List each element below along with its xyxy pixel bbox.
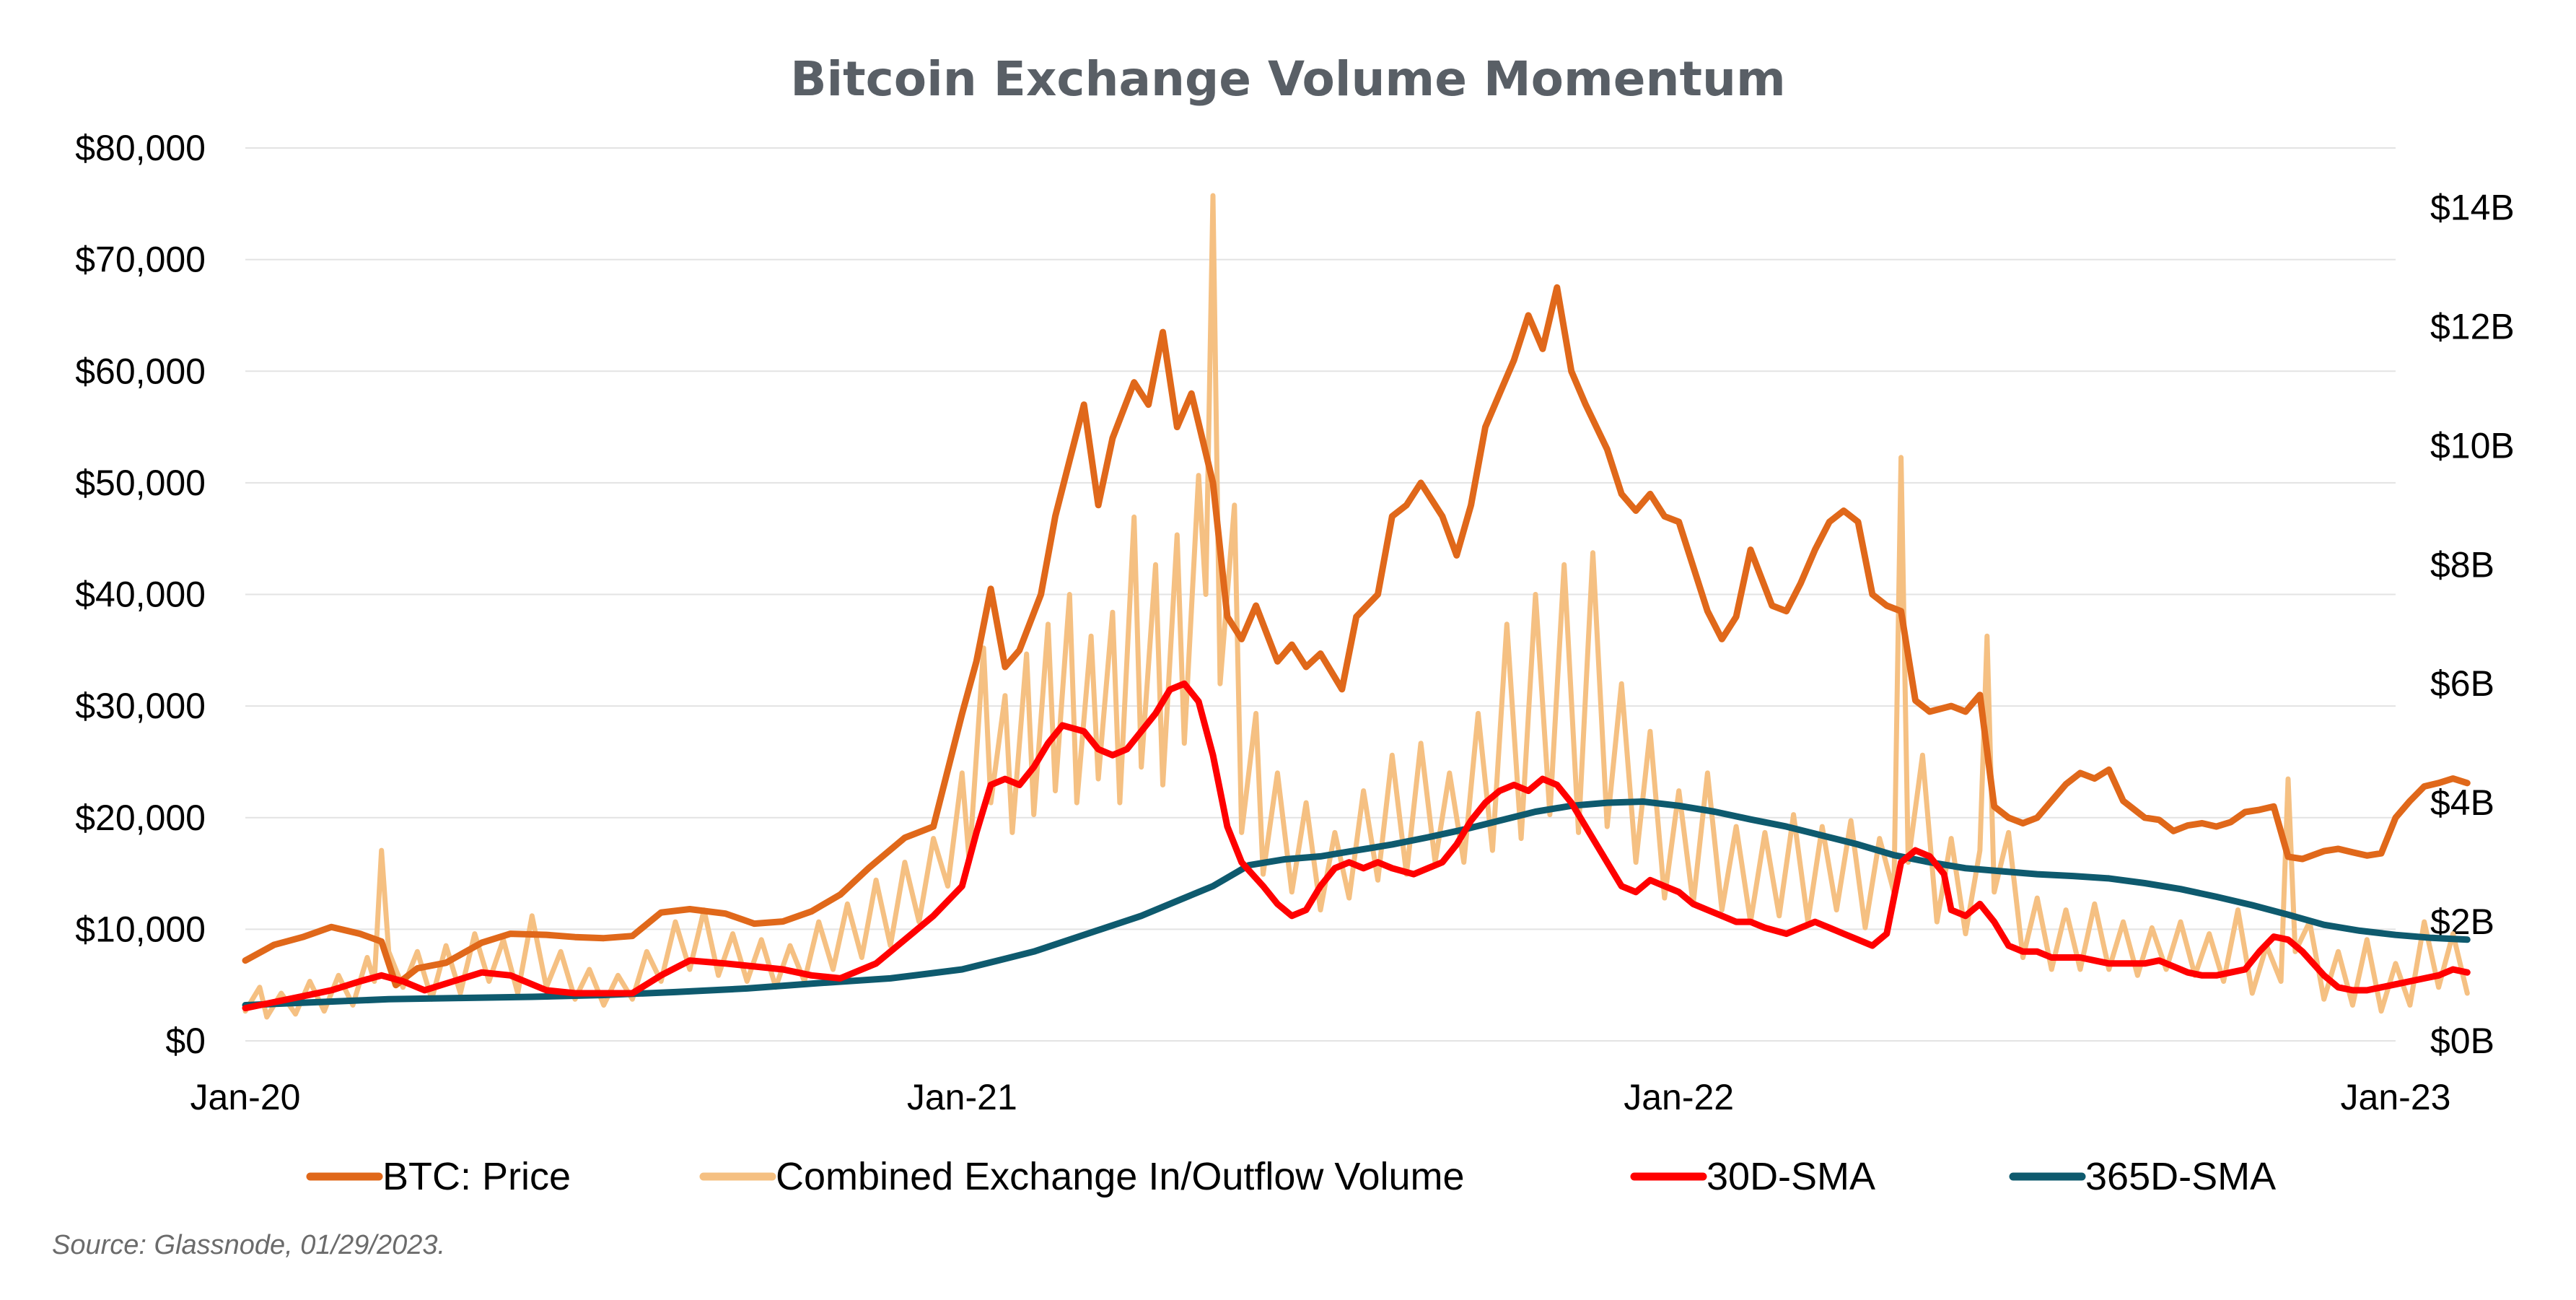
legend-label: 30D-SMA	[1707, 1155, 1875, 1198]
right-y-tick-label: $4B	[2430, 782, 2494, 823]
btc-price-line	[242, 284, 2471, 989]
legend-item-btc-price: BTC: Price	[306, 1155, 571, 1198]
x-tick-label: Jan-20	[190, 1077, 301, 1117]
legend-label: 365D-SMA	[2085, 1155, 2276, 1198]
legend-item-volume: Combined Exchange In/Outflow Volume	[699, 1155, 1465, 1198]
right-y-tick-label: $12B	[2430, 306, 2515, 346]
legend: BTC: Price Combined Exchange In/Outflow V…	[306, 1155, 2276, 1198]
exchange-volume-line	[242, 193, 2470, 1020]
legend-item-365d-sma: 365D-SMA	[2009, 1155, 2276, 1198]
left-y-tick-label: $0	[165, 1021, 206, 1061]
right-y-tick-label: $6B	[2430, 663, 2494, 704]
left-axis-tick-labels: $0 $10,000 $20,000 $30,000 $40,000 $50,000 $60…	[75, 128, 206, 1061]
left-y-tick-label: $30,000	[75, 686, 206, 726]
left-y-tick-label: $70,000	[75, 240, 206, 280]
legend-label: Combined Exchange In/Outflow Volume	[776, 1155, 1465, 1198]
source-note: Source: Glassnode, 01/29/2023.	[52, 1230, 445, 1260]
x-axis-tick-labels: Jan-20 Jan-21 Jan-22 Jan-23	[190, 1077, 2451, 1117]
left-y-tick-label: $80,000	[75, 128, 206, 168]
gridlines	[245, 147, 2396, 1042]
chart-title: Bitcoin Exchange Volume Momentum	[790, 51, 1786, 107]
left-y-tick-label: $10,000	[75, 909, 206, 949]
sma-30d-line	[242, 680, 2471, 1012]
sma-365d-line	[242, 798, 2471, 1008]
left-y-tick-label: $40,000	[75, 575, 206, 615]
right-y-tick-label: $8B	[2430, 544, 2494, 585]
left-y-tick-label: $60,000	[75, 351, 206, 391]
x-tick-label: Jan-21	[907, 1077, 1017, 1117]
left-y-tick-label: $20,000	[75, 798, 206, 838]
legend-item-30d-sma: 30D-SMA	[1630, 1155, 1875, 1198]
left-y-tick-label: $50,000	[75, 463, 206, 503]
right-y-tick-label: $10B	[2430, 425, 2515, 466]
series-lines	[242, 193, 2471, 1020]
right-y-tick-label: $14B	[2430, 187, 2515, 227]
legend-label: BTC: Price	[382, 1155, 571, 1198]
right-y-tick-label: $0B	[2430, 1021, 2494, 1061]
x-tick-label: Jan-22	[1624, 1077, 1734, 1117]
right-axis-tick-labels: $0B$2B$4B$6B$8B$10B$12B$14B	[2430, 187, 2515, 1061]
x-tick-label: Jan-23	[2341, 1077, 2451, 1117]
